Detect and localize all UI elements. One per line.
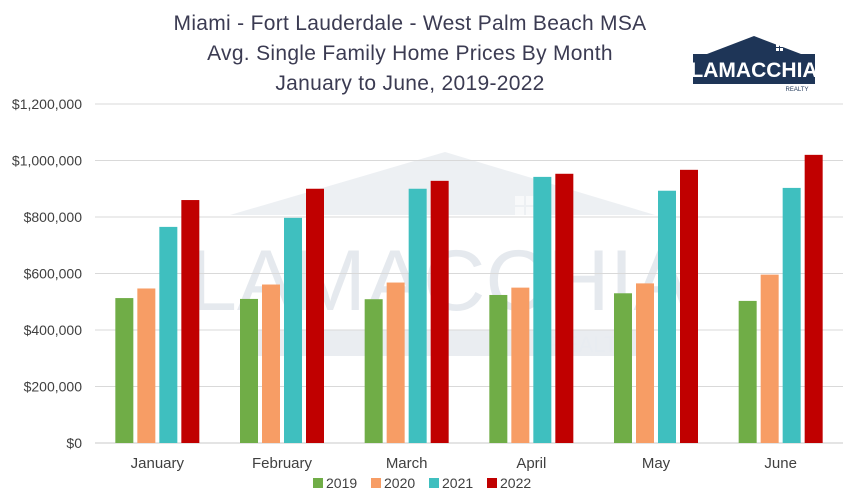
x-tick-label: April	[516, 455, 546, 472]
bar-2021-march	[408, 188, 427, 443]
bar-2019-march	[364, 299, 383, 443]
bar-2021-january	[159, 226, 178, 443]
bar-2020-june	[760, 274, 779, 443]
logo-text: LAMACCHIA	[693, 59, 815, 82]
legend-label: 2022	[500, 475, 531, 491]
bar-2020-february	[262, 284, 280, 443]
bar-2021-may	[658, 190, 676, 443]
y-tick-label: $600,000	[24, 266, 83, 282]
y-tick-label: $200,000	[24, 379, 83, 395]
bar-2019-february	[240, 298, 258, 443]
chart-subtitle-period: January to June, 2019-2022	[275, 72, 545, 95]
legend-label: 2021	[442, 475, 473, 491]
bar-2019-may	[614, 293, 632, 443]
watermark-text: LAMACCHIA	[189, 233, 691, 329]
y-tick-label: $1,200,000	[12, 96, 82, 112]
legend-label: 2019	[326, 475, 357, 491]
y-tick-label: $800,000	[24, 209, 83, 225]
watermark-subtext: REALTY	[548, 332, 632, 357]
x-tick-label: June	[764, 455, 797, 472]
bar-2022-april	[555, 173, 574, 443]
bar-2019-june	[738, 300, 757, 443]
lamacchia-logo: LAMACCHIA REALTY	[693, 36, 815, 93]
legend-label: 2020	[384, 475, 415, 491]
watermark: LAMACCHIA REALTY	[189, 152, 692, 357]
x-tick-label: May	[642, 455, 671, 472]
chart-subtitle: Avg. Single Family Home Prices By Month	[207, 42, 613, 65]
x-tick-label: March	[386, 455, 428, 472]
y-tick-label: $400,000	[24, 322, 83, 338]
bar-2022-may	[680, 169, 698, 443]
legend-swatch-2022	[487, 478, 497, 488]
legend-swatch-2020	[371, 478, 381, 488]
bar-2020-march	[386, 282, 405, 443]
bar-2019-january	[115, 298, 134, 443]
bar-2020-april	[511, 287, 530, 443]
x-tick-label: February	[252, 455, 313, 472]
bar-2021-february	[284, 217, 302, 443]
bar-2022-february	[306, 188, 324, 443]
bar-2022-march	[430, 180, 449, 443]
bar-2021-april	[533, 176, 552, 443]
y-tick-label: $1,000,000	[12, 153, 82, 169]
chart-title: Miami - Fort Lauderdale - West Palm Beac…	[173, 12, 647, 35]
legend-swatch-2019	[313, 478, 323, 488]
bar-2022-june	[804, 154, 823, 443]
bar-2019-april	[489, 294, 508, 443]
bar-2020-may	[636, 283, 654, 443]
x-tick-label: January	[131, 455, 185, 472]
bar-2020-january	[137, 288, 156, 443]
logo-subtext: REALTY	[786, 87, 809, 93]
legend-swatch-2021	[429, 478, 439, 488]
bar-2022-january	[181, 200, 200, 443]
bar-2021-june	[782, 187, 801, 443]
y-tick-label: $0	[66, 435, 82, 451]
